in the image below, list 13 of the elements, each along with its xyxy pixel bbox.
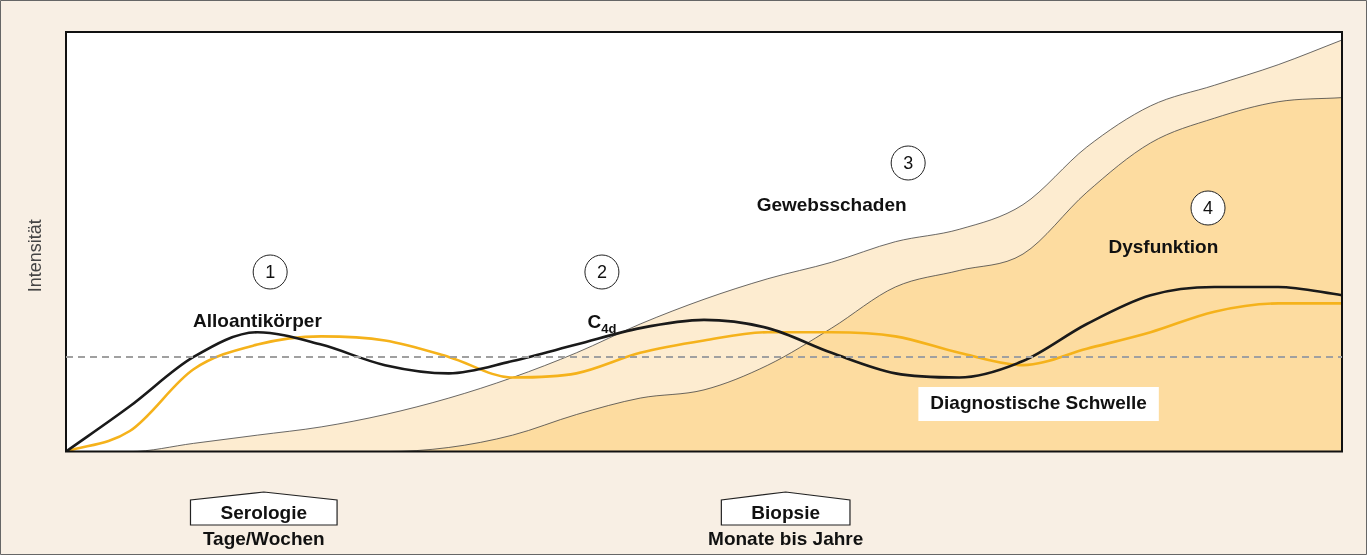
text: Biopsie — [751, 502, 820, 524]
ref-line-label: Diagnostische Schwelle — [930, 392, 1147, 414]
annotation: Dysfunktion — [1108, 236, 1219, 258]
annotation: 1 — [265, 261, 276, 282]
text: Tage/Wochen — [202, 528, 325, 550]
annotation: 2 — [596, 261, 607, 282]
text: Serologie — [220, 502, 308, 524]
y-axis-title: Intensität — [24, 219, 45, 293]
annotation: Alloantikörper — [193, 310, 323, 332]
annotation: 3 — [903, 152, 914, 173]
annotation: Gewebsschaden — [756, 194, 907, 216]
annotation: 4 — [1203, 197, 1214, 218]
text: Monate bis Jahre — [708, 528, 864, 550]
